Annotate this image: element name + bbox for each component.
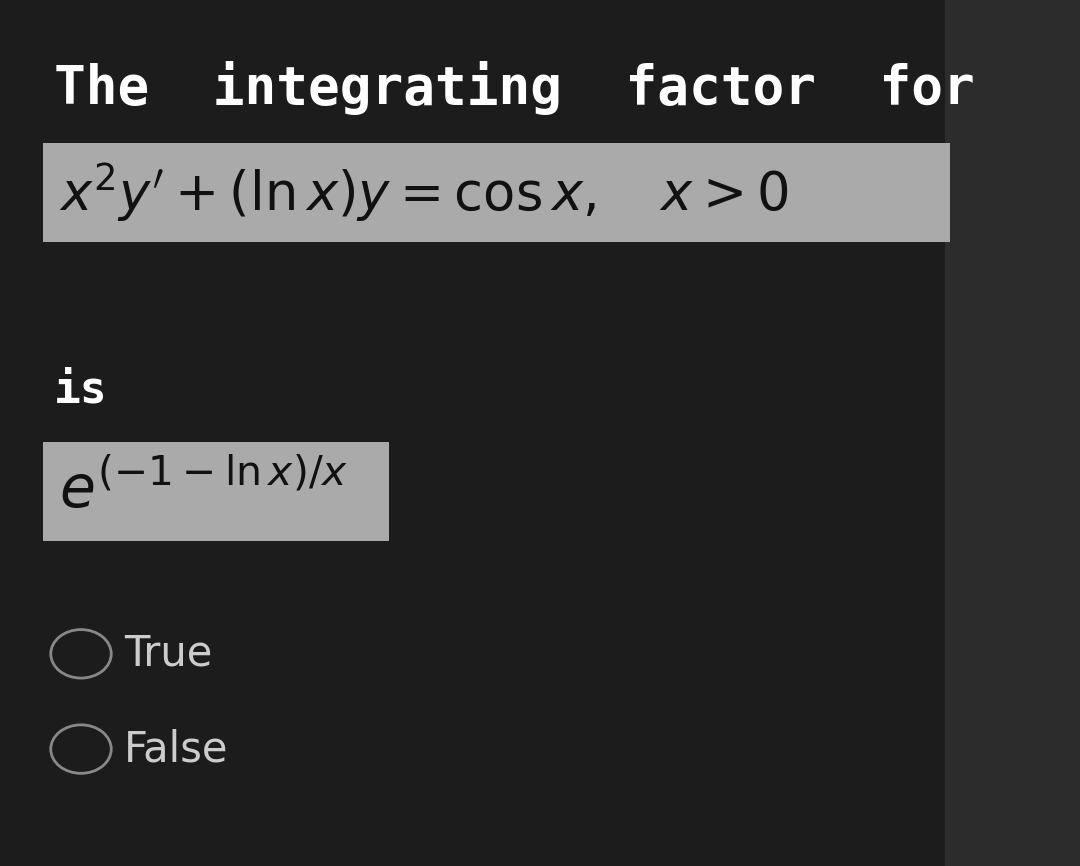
Text: True: True [124,633,213,675]
Bar [43,442,389,541]
Text: The  integrating  factor  for: The integrating factor for [54,61,975,114]
Bar [945,0,1080,866]
Bar [43,143,950,242]
Text: is: is [54,368,108,411]
Text: False: False [124,728,229,770]
Text: $x^2y^{\prime} + (\ln x)y = \cos x, \quad x > 0$: $x^2y^{\prime} + (\ln x)y = \cos x, \qua… [59,160,789,224]
Text: $e^{(-1-\ln x)/x}$: $e^{(-1-\ln x)/x}$ [59,462,349,520]
